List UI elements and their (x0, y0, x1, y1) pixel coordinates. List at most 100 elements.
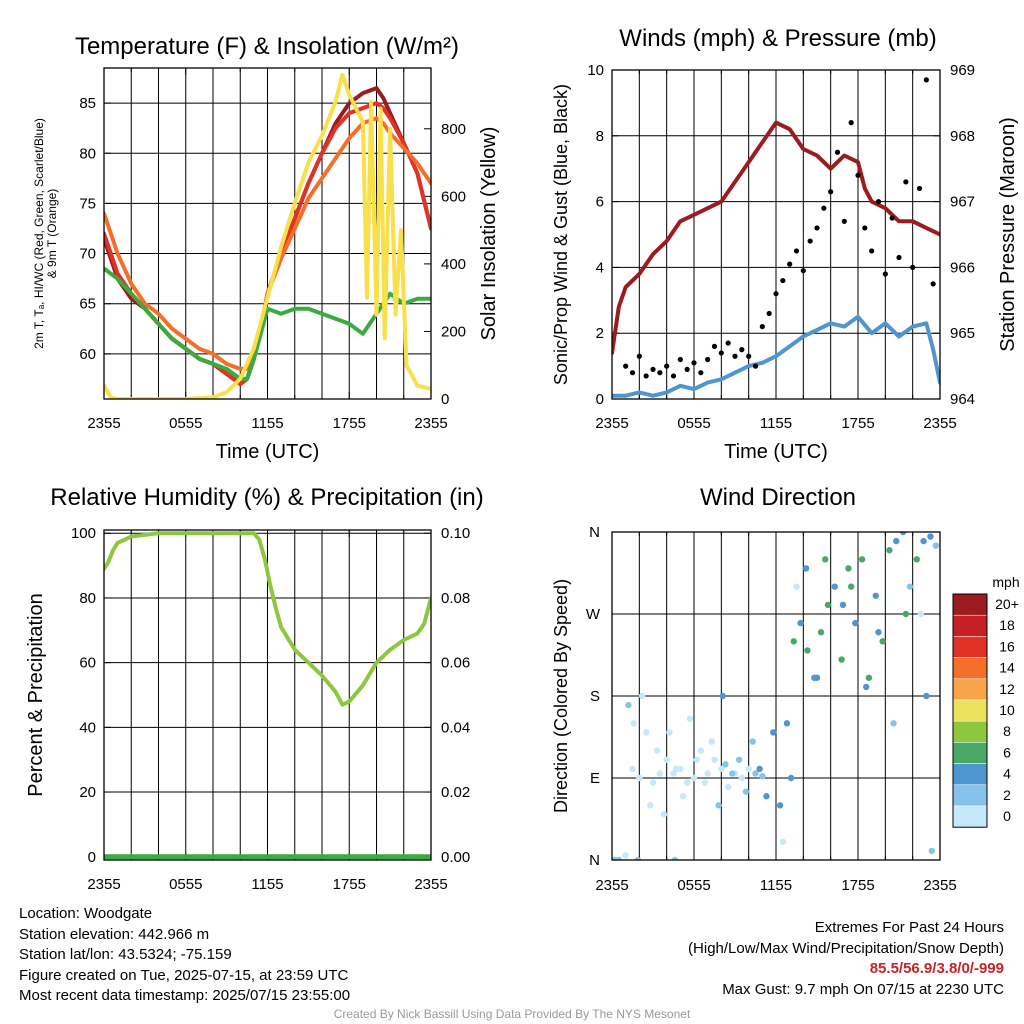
direction-point (693, 756, 700, 763)
y-tick-label: 70 (79, 246, 96, 263)
y-tick-label: 80 (79, 145, 96, 162)
station-location: Location: Woodgate (19, 905, 153, 922)
x-tick-label: 1755 (841, 415, 874, 432)
direction-point (735, 756, 743, 763)
y-tick-label: S (590, 688, 600, 705)
gust-point (841, 218, 847, 224)
winds-chart: Winds (mph) & Pressure (mb) 2355 0555 1155 1… (551, 25, 1019, 463)
gust-point (875, 199, 882, 205)
gust-point (725, 340, 731, 346)
legend-swatch (952, 742, 988, 764)
direction-point (629, 765, 636, 773)
gust-point (677, 356, 683, 363)
extremes-info: Extremes For Past 24 Hours (High/Low/Max… (688, 918, 1004, 1000)
x-tick-label: 0555 (169, 876, 202, 893)
recent-timestamp: Most recent data timestamp: 2025/07/15 2… (19, 987, 351, 1004)
direction-point (663, 756, 670, 763)
gust-point (882, 271, 888, 277)
y2-tick-label: 200 (441, 323, 466, 340)
x-tick-label: 2355 (414, 876, 447, 893)
gust-point (800, 268, 806, 274)
direction-point (647, 802, 654, 809)
gust-point (896, 254, 902, 261)
direction-point (852, 619, 859, 627)
direction-point (913, 556, 920, 563)
chart-title: Wind Direction (700, 484, 856, 511)
plot-frame (103, 67, 432, 400)
direction-point (679, 793, 687, 800)
direction-point (749, 738, 756, 745)
direction-point (708, 738, 715, 745)
gust-point (910, 264, 916, 270)
gust-point (739, 347, 745, 353)
x-tick-label: 1155 (251, 876, 283, 893)
legend-title: mph (992, 574, 1019, 590)
direction-point (671, 856, 679, 860)
x-tick-label: 2355 (414, 415, 447, 432)
direction-point (893, 537, 900, 545)
direction-point (790, 638, 797, 645)
x-tick-label: 0555 (169, 415, 202, 432)
y-tick-label: N (589, 852, 600, 869)
y-axis-label-line: & 9m T (Orange) (45, 189, 59, 279)
direction-point (756, 765, 763, 773)
y-tick-label: N (589, 524, 600, 541)
y2-tick-label: 965 (950, 325, 975, 342)
gust-point (923, 77, 929, 83)
chart-title: Relative Humidity (%) & Precipitation (i… (50, 484, 483, 511)
y2-tick-label: 0.06 (441, 655, 470, 672)
legend-swatch (952, 657, 988, 680)
y-tick-label: 4 (596, 259, 604, 276)
direction-point (625, 701, 632, 709)
direction-point (890, 720, 897, 727)
direction-point (742, 788, 750, 795)
station-info: Location: Woodgate Station elevation: 44… (19, 904, 350, 1007)
direction-point (839, 601, 847, 609)
y2-axis-label: Solar Insolation (Yellow) (478, 127, 500, 341)
extremes-values: 85.5/56.9/3.8/0/-999 (869, 960, 1004, 977)
gust-point (869, 248, 875, 254)
x-tick-label: 1755 (333, 876, 366, 893)
gust-point (670, 373, 677, 379)
direction-point (759, 772, 766, 780)
direction-point (704, 770, 711, 777)
direction-point (718, 765, 725, 773)
direction-point (858, 556, 866, 563)
direction-point (797, 619, 804, 627)
direction-point (872, 592, 879, 599)
gust-point (636, 353, 642, 359)
credit-line: Created By Nick Bassill Using Data Provi… (333, 1007, 691, 1021)
direction-point (719, 692, 726, 700)
y-tick-label: 0 (596, 391, 604, 408)
chart-title: Winds (mph) & Pressure (mb) (619, 25, 936, 52)
direction-point (642, 729, 650, 736)
legend-swatch (952, 636, 988, 658)
y-tick-label: 6 (596, 194, 604, 211)
y-tick-label: 40 (79, 719, 96, 736)
gust-point (705, 356, 711, 363)
y-tick-label: 0 (88, 849, 96, 866)
y2-tick-label: 400 (441, 256, 466, 273)
direction-point (886, 547, 893, 554)
legend-label: 0 (1003, 808, 1011, 824)
direction-point (879, 638, 886, 645)
legend-label: 10 (999, 702, 1015, 718)
direction-point (636, 774, 643, 782)
x-tick-label: 0555 (677, 877, 710, 894)
direction-point (690, 774, 698, 782)
chart-title: Temperature (F) & Insolation (W/m²) (75, 33, 459, 60)
direction-point (802, 565, 810, 572)
direction-point (793, 583, 800, 590)
x-tick-label: 1155 (760, 415, 792, 432)
direction-point (711, 756, 718, 763)
y-tick-label: 75 (79, 195, 96, 212)
x-tick-label: 2355 (923, 415, 956, 432)
legend-label: 8 (1003, 723, 1011, 739)
gust-point (807, 238, 813, 244)
direction-point (738, 774, 746, 782)
solar-insolation-line (104, 72, 431, 399)
temperature-chart: Temperature (F) & Insolation (W/m²) 2355 0… (32, 33, 500, 463)
gust-point (664, 363, 670, 369)
direction-point (656, 770, 664, 777)
y2-tick-label: 600 (441, 188, 466, 205)
